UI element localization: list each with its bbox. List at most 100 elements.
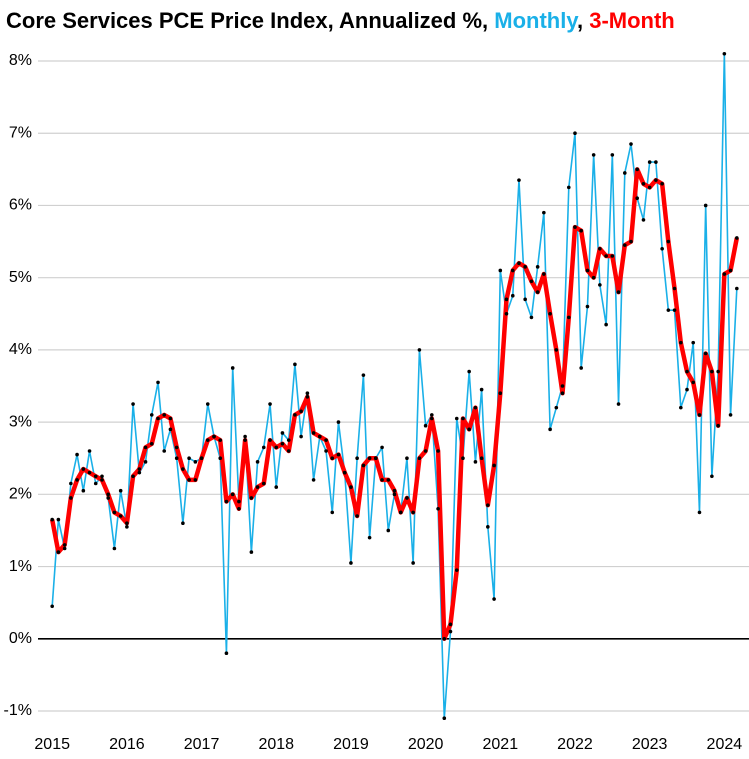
point-marker <box>654 160 658 164</box>
point-marker <box>573 131 577 136</box>
point-marker <box>380 445 384 450</box>
point-marker <box>685 387 689 392</box>
point-marker <box>554 348 559 352</box>
point-marker <box>156 416 160 421</box>
x-tick-label: 2015 <box>34 736 70 753</box>
point-marker <box>616 290 621 294</box>
point-marker <box>560 384 565 388</box>
point-marker <box>81 488 86 493</box>
point-marker <box>442 636 447 641</box>
point-marker <box>162 413 167 417</box>
point-marker <box>591 153 596 157</box>
point-marker <box>461 456 465 461</box>
point-marker <box>604 254 608 258</box>
x-tick-label: 2019 <box>333 736 369 753</box>
point-marker <box>355 514 359 518</box>
point-marker <box>174 445 179 450</box>
legend-entry: Monthly <box>494 8 579 33</box>
point-marker <box>467 369 471 374</box>
y-tick-label: 8% <box>9 52 32 69</box>
point-marker <box>125 521 129 526</box>
point-marker <box>579 228 583 233</box>
point-marker <box>274 485 279 489</box>
point-marker <box>622 243 627 247</box>
point-marker <box>629 142 633 146</box>
point-marker <box>355 456 359 461</box>
point-marker <box>604 322 608 327</box>
point-marker <box>255 485 260 489</box>
point-marker <box>349 561 353 565</box>
point-marker <box>280 441 285 446</box>
point-marker <box>454 416 459 421</box>
point-marker <box>660 246 664 251</box>
point-marker <box>548 311 552 316</box>
point-marker <box>268 438 272 442</box>
point-marker <box>62 543 67 547</box>
point-marker <box>93 481 98 486</box>
point-marker <box>728 413 733 417</box>
point-marker <box>517 261 521 266</box>
point-marker <box>685 369 689 374</box>
y-tick-label: 0% <box>9 630 32 647</box>
point-marker <box>542 210 546 215</box>
chart-title-line: Core Services PCE Price Index, Annualize… <box>6 8 675 33</box>
point-marker <box>299 409 303 414</box>
point-marker <box>647 160 652 164</box>
point-marker <box>106 492 111 497</box>
point-marker <box>56 517 61 522</box>
point-marker <box>342 470 347 475</box>
point-marker <box>261 445 266 450</box>
point-marker <box>137 470 142 475</box>
point-marker <box>722 272 727 276</box>
point-marker <box>131 402 135 406</box>
point-marker <box>529 279 534 284</box>
point-marker <box>230 366 235 370</box>
point-marker <box>224 651 229 656</box>
point-marker <box>691 340 696 345</box>
point-marker <box>380 478 384 482</box>
point-marker <box>697 510 702 515</box>
point-marker <box>679 405 683 410</box>
point-marker <box>672 308 677 312</box>
point-marker <box>504 311 509 316</box>
point-marker <box>710 369 714 374</box>
point-marker <box>230 492 235 497</box>
point-marker <box>373 456 378 461</box>
point-marker <box>181 467 185 471</box>
point-marker <box>504 297 509 302</box>
point-marker <box>579 366 583 370</box>
point-marker <box>143 445 148 450</box>
point-marker <box>305 391 310 396</box>
point-marker <box>735 286 739 291</box>
y-tick-label: 4% <box>9 341 32 358</box>
point-marker <box>75 478 79 482</box>
point-marker <box>286 438 291 442</box>
point-marker <box>573 225 577 229</box>
point-marker <box>585 304 590 309</box>
point-marker <box>237 499 241 504</box>
point-marker <box>523 297 527 302</box>
x-tick-label: 2020 <box>408 736 444 753</box>
point-marker <box>106 496 111 500</box>
point-marker <box>510 293 515 298</box>
point-marker <box>243 438 247 442</box>
point-marker <box>517 178 521 182</box>
point-marker <box>679 340 683 345</box>
point-marker <box>50 517 54 522</box>
point-marker <box>722 51 727 56</box>
point-marker <box>118 488 123 493</box>
point-marker <box>249 496 254 500</box>
point-marker <box>100 474 104 479</box>
point-marker <box>411 561 415 565</box>
point-marker <box>50 604 54 609</box>
point-marker <box>56 550 61 554</box>
point-marker <box>249 550 254 554</box>
point-marker <box>218 456 223 461</box>
point-marker <box>498 268 503 273</box>
point-marker <box>311 478 316 482</box>
point-marker <box>156 380 160 385</box>
point-marker <box>324 449 328 453</box>
point-marker <box>641 218 646 222</box>
point-marker <box>305 395 310 399</box>
